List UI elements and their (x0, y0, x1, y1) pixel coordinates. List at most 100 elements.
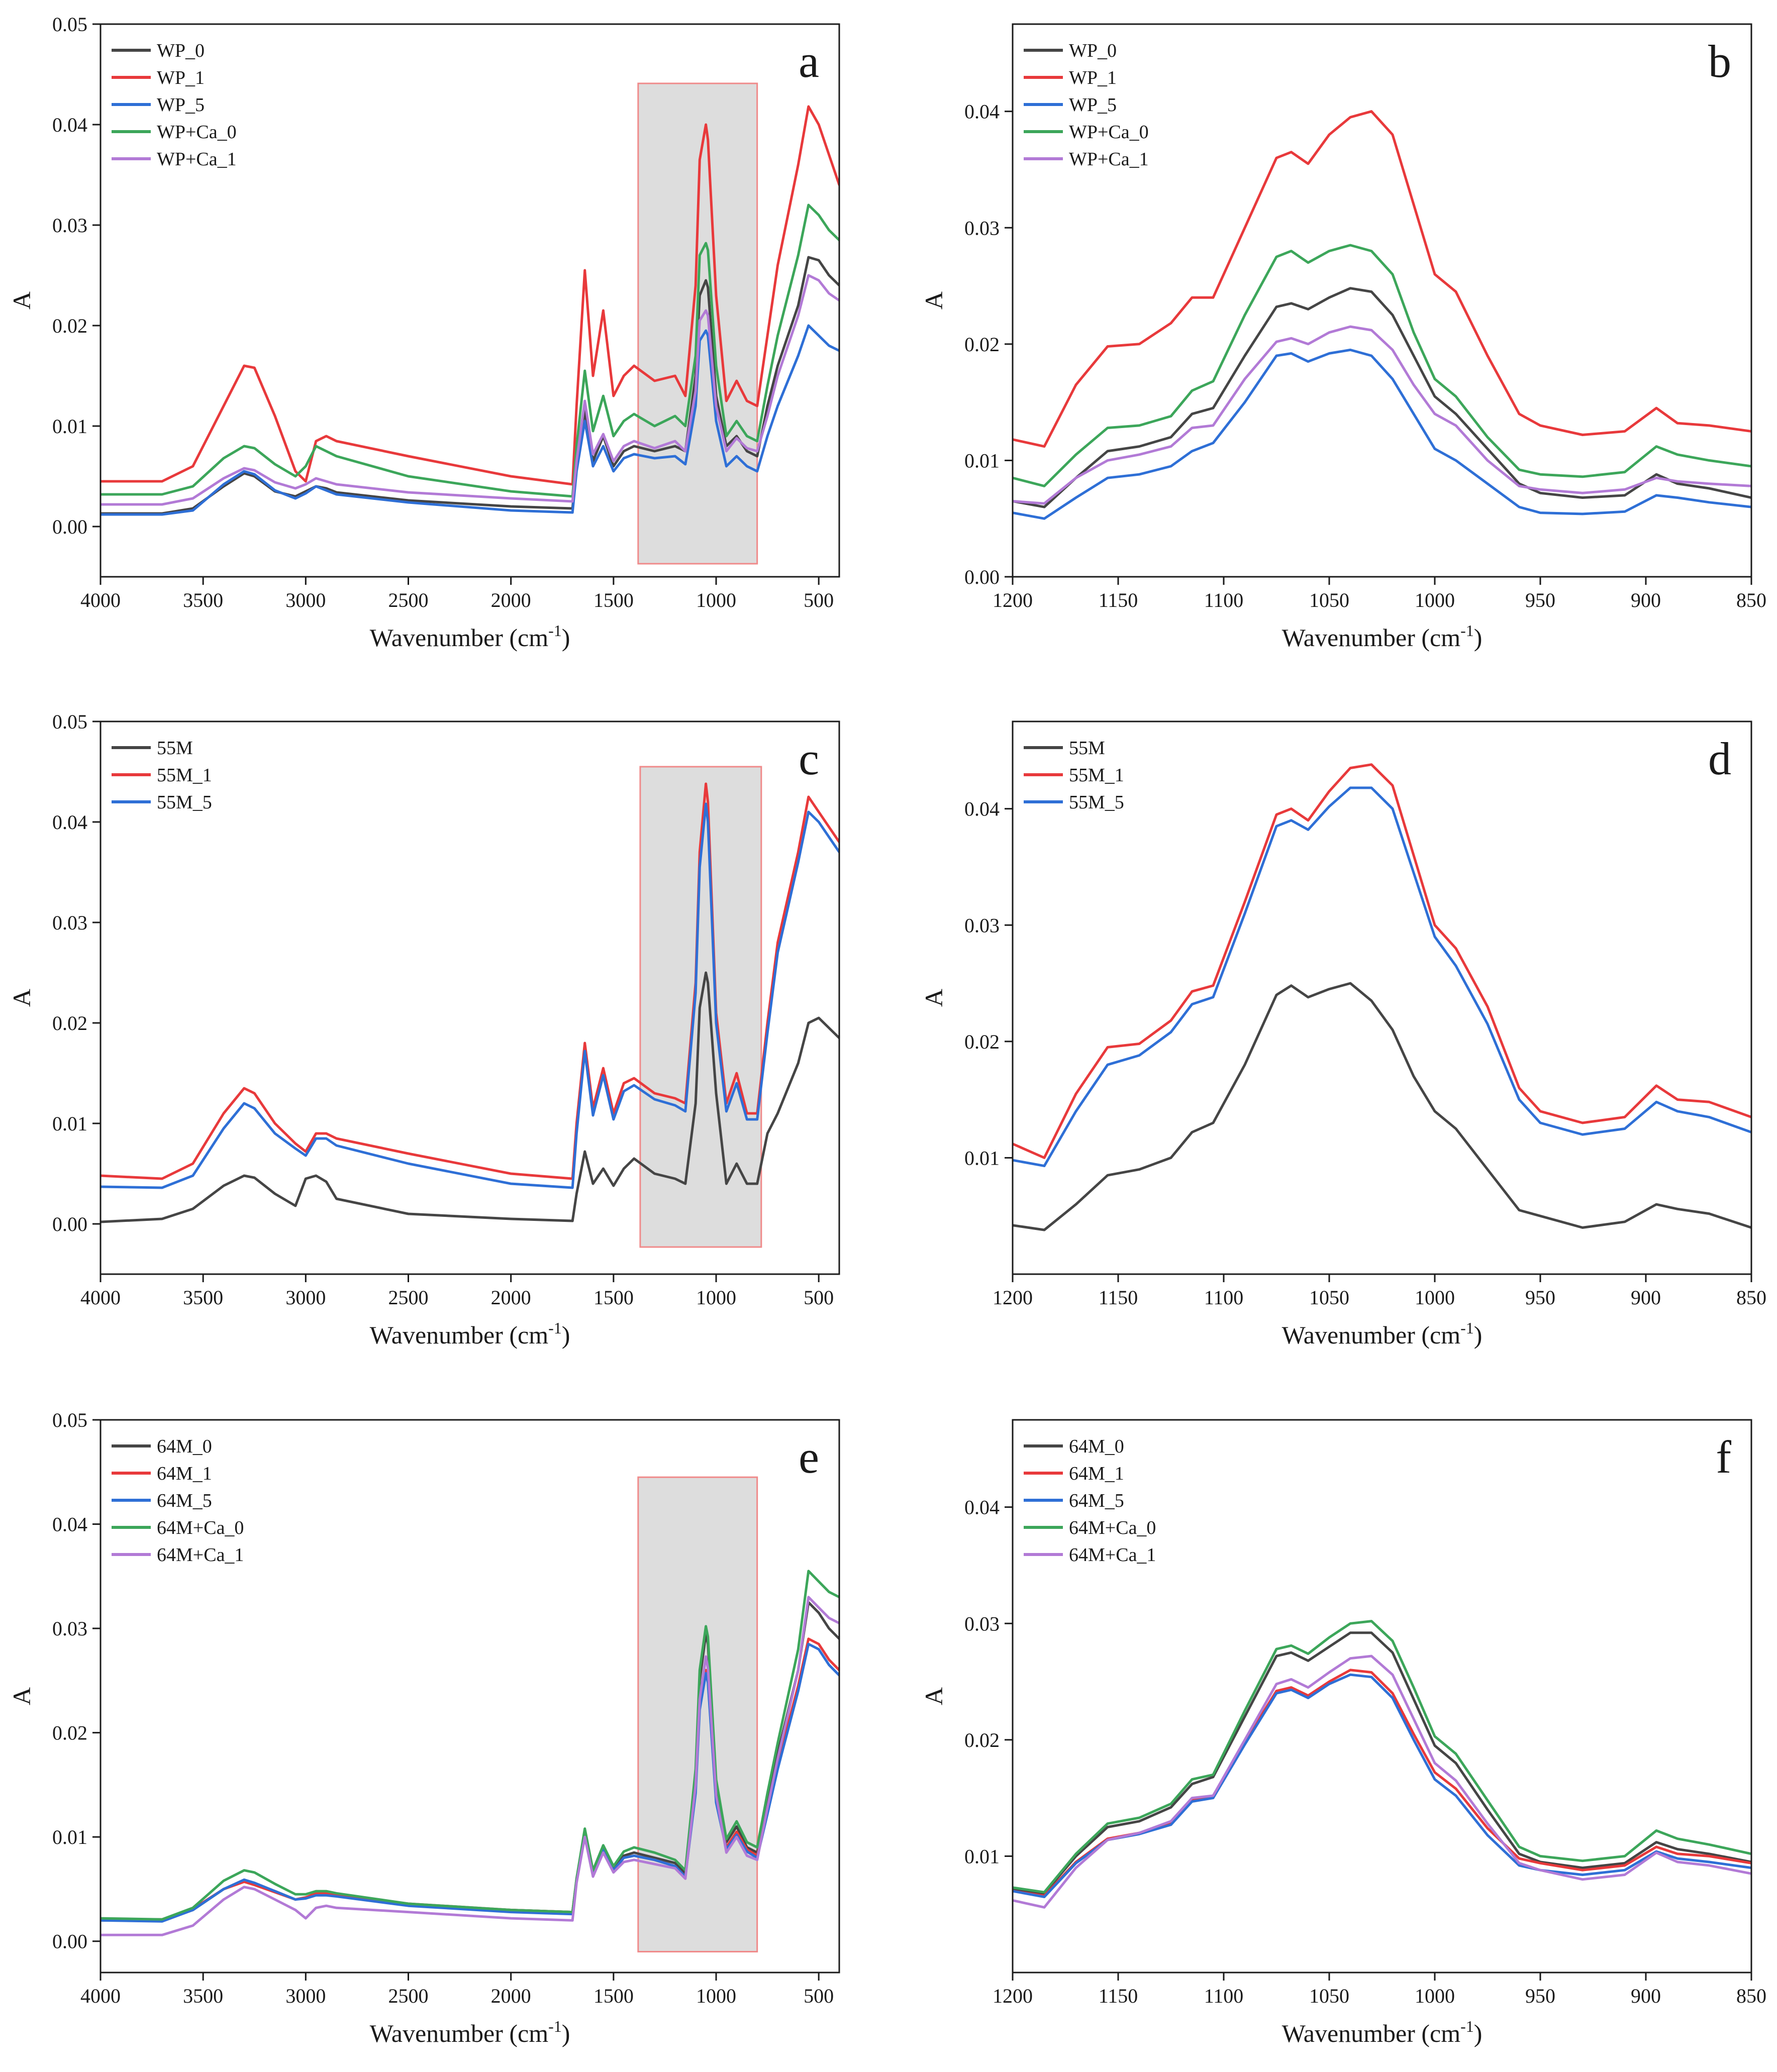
x-tick-label: 1500 (594, 1985, 634, 2007)
series-line-64m-ca-0 (1013, 1620, 1751, 1894)
y-tick-label: 0.02 (964, 333, 1000, 356)
x-axis-label-sup: -1 (548, 621, 562, 640)
series-line-55m (1013, 982, 1751, 1231)
x-tick-label: 2500 (388, 1985, 429, 2007)
x-tick-label: 1050 (1309, 1985, 1349, 2007)
y-tick-label: 0.05 (52, 710, 87, 733)
x-tick-label: 3000 (285, 1985, 326, 2007)
legend-label: 64M_5 (1069, 1490, 1124, 1511)
y-tick-label: 0.04 (964, 798, 1000, 820)
y-tick-label: 0.00 (52, 1930, 87, 1953)
series-lines (1013, 1620, 1751, 1909)
legend-label: WP_0 (1069, 40, 1117, 61)
panel-e: 4000 3500 3000 2500 2000 1500 1000 500 0.00 0.01 0… (8, 1409, 840, 2047)
axes-frame (1012, 720, 1752, 1275)
x-axis-label-main: Wavenumber (cm (370, 1321, 549, 1349)
series-lines (101, 105, 839, 516)
x-axis-label-sup: -1 (548, 2017, 562, 2035)
y-axis-label: A (920, 1687, 948, 1705)
x-axis-label-end: ) (562, 1321, 570, 1349)
legend: 55M 55M_1 55M_5 (1024, 738, 1124, 813)
legend: 64M_0 64M_1 64M_5 64M+Ca_0 64M+Ca_1 (1024, 1436, 1156, 1566)
y-tick-label: 0.03 (52, 214, 87, 237)
y-tick-label: 0.03 (964, 217, 1000, 239)
y-tick-label: 0.03 (964, 1612, 1000, 1635)
series-line-55m-5 (1013, 786, 1751, 1168)
legend-label: 64M+Ca_1 (1069, 1544, 1156, 1566)
legend-label: WP_5 (1069, 94, 1117, 116)
legend: WP_0 WP_1 WP_5 WP+Ca_0 WP+Ca_1 (1024, 40, 1149, 170)
legend-label: WP_1 (1069, 67, 1117, 88)
legend: WP_0 WP_1 WP_5 WP+Ca_0 WP+Ca_1 (112, 40, 237, 170)
y-tick-label: 0.00 (52, 515, 87, 538)
x-tick-label: 3000 (285, 589, 326, 611)
x-axis-label-end: ) (562, 624, 570, 652)
y-tick-label: 0.03 (964, 914, 1000, 937)
panel-c: 4000 3500 3000 2500 2000 1500 1000 500 0.00 0.01 0… (8, 710, 840, 1349)
y-tick-label: 0.01 (52, 1826, 87, 1848)
axes-frame (100, 720, 840, 1275)
y-tick-label: 0.02 (52, 1012, 87, 1034)
panel-letter: b (1708, 36, 1731, 87)
x-tick-label: 850 (1736, 1985, 1766, 2007)
legend-label: WP+Ca_1 (157, 149, 237, 170)
y-tick-label: 0.04 (52, 811, 87, 834)
x-tick-label: 3000 (285, 1286, 326, 1309)
x-tick-label: 1150 (1099, 589, 1138, 611)
x-axis-label-main: Wavenumber (cm (370, 2019, 549, 2047)
x-tick-label: 1200 (993, 1286, 1033, 1309)
x-tick-label: 900 (1631, 1985, 1661, 2007)
y-tick-label: 0.03 (52, 1617, 87, 1640)
x-tick-label: 1050 (1309, 1286, 1349, 1309)
x-axis-label: Wavenumber (cm-1) (370, 2017, 570, 2047)
axes-frame (100, 23, 840, 578)
x-tick-label: 1200 (993, 1985, 1033, 2007)
y-axis-label: A (8, 291, 36, 309)
x-tick-label: 1100 (1204, 589, 1244, 611)
y-tick-label: 0.02 (964, 1030, 1000, 1053)
panel-d: 1200 1150 1100 1050 1000 950 900 850 0.01 0.02 0.0… (920, 720, 1766, 1349)
x-tick-label: 1000 (696, 1985, 736, 2007)
y-tick-label: 0.04 (52, 1513, 87, 1536)
x-tick-label: 1000 (1415, 1286, 1455, 1309)
legend-label: 64M_0 (1069, 1436, 1124, 1457)
x-tick-label: 1000 (696, 589, 736, 611)
y-tick-label: 0.05 (52, 13, 87, 36)
x-tick-label: 1500 (594, 1286, 634, 1309)
x-axis-label-main: Wavenumber (cm (1282, 2019, 1461, 2047)
x-axis-label-sup: -1 (1460, 2017, 1474, 2035)
series-line-55m-1 (1013, 763, 1751, 1159)
y-axis-label: A (920, 291, 948, 309)
x-tick-label: 500 (804, 1985, 834, 2007)
x-axis-label-sup: -1 (1460, 1319, 1474, 1337)
x-axis-label-end: ) (1474, 1321, 1483, 1349)
y-tick-label: 0.05 (52, 1409, 87, 1431)
panel-f: 1200 1150 1100 1050 1000 950 900 850 0.01 0.02 0.0… (920, 1419, 1766, 2047)
legend-label: 55M_1 (1069, 765, 1124, 786)
x-tick-label: 1000 (696, 1286, 736, 1309)
x-tick-label: 1500 (594, 589, 634, 611)
legend-label: 64M_0 (157, 1436, 212, 1457)
x-tick-label: 2000 (491, 589, 531, 611)
x-tick-label: 950 (1525, 1985, 1555, 2007)
x-axis-label-end: ) (1474, 624, 1483, 652)
x-tick-label: 900 (1631, 1286, 1661, 1309)
series-line-wp-ca-1 (101, 274, 839, 506)
y-tick-label: 0.02 (964, 1729, 1000, 1751)
panel-a: 4000 3500 3000 2500 2000 1500 1000 500 0.00 0.01 0… (8, 13, 840, 652)
series-lines (101, 1570, 839, 1936)
x-tick-label: 1050 (1309, 589, 1349, 611)
x-axis-label: Wavenumber (cm-1) (1282, 621, 1483, 652)
series-line-wp-ca-0 (1013, 244, 1751, 487)
y-tick-label: 0.01 (52, 415, 87, 438)
legend-label: 55M (1069, 738, 1105, 759)
axes-frame (100, 1419, 840, 1974)
y-tick-label: 0.01 (964, 1845, 1000, 1868)
y-tick-label: 0.01 (964, 449, 1000, 472)
series-line-wp-1 (101, 105, 839, 486)
panel-letter: a (799, 36, 819, 87)
y-tick-label: 0.00 (964, 566, 1000, 588)
x-tick-label: 1200 (993, 589, 1033, 611)
legend-label: 55M_1 (157, 765, 212, 786)
